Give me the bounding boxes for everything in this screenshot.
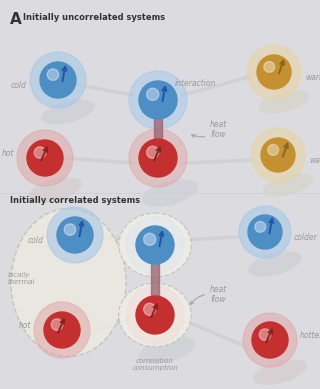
Circle shape <box>247 45 301 99</box>
Ellipse shape <box>28 177 82 203</box>
Circle shape <box>126 216 184 274</box>
Circle shape <box>136 226 174 264</box>
Circle shape <box>126 286 184 344</box>
Circle shape <box>34 147 46 158</box>
Text: warm: warm <box>305 72 320 82</box>
Text: cold: cold <box>28 235 44 245</box>
Text: hot: hot <box>2 149 14 158</box>
Circle shape <box>57 217 93 253</box>
Ellipse shape <box>263 173 313 197</box>
Circle shape <box>261 138 295 172</box>
Circle shape <box>129 71 187 129</box>
Text: Initially uncorrelated systems: Initially uncorrelated systems <box>23 13 165 22</box>
Text: warm: warm <box>309 156 320 165</box>
Circle shape <box>255 221 266 232</box>
Circle shape <box>248 215 282 249</box>
Circle shape <box>239 206 291 258</box>
Circle shape <box>51 319 63 330</box>
Circle shape <box>251 128 305 182</box>
Circle shape <box>17 130 73 186</box>
Circle shape <box>139 81 177 119</box>
Circle shape <box>144 233 156 245</box>
Text: Initially correlated systems: Initially correlated systems <box>10 196 140 205</box>
Circle shape <box>268 144 279 155</box>
Text: colder: colder <box>294 233 318 242</box>
Ellipse shape <box>142 179 198 207</box>
Circle shape <box>44 312 80 348</box>
Text: hot: hot <box>19 321 31 329</box>
Bar <box>154 109 162 158</box>
Bar <box>151 254 159 315</box>
Circle shape <box>147 146 159 158</box>
Circle shape <box>147 88 159 100</box>
Text: locally
thermal: locally thermal <box>8 272 36 284</box>
Circle shape <box>257 55 291 89</box>
Ellipse shape <box>248 251 302 277</box>
Circle shape <box>47 207 103 263</box>
Circle shape <box>30 52 86 108</box>
Circle shape <box>34 302 90 358</box>
Ellipse shape <box>11 209 126 356</box>
Ellipse shape <box>41 99 95 125</box>
Text: A: A <box>10 12 22 27</box>
Text: cold: cold <box>11 81 27 89</box>
Ellipse shape <box>253 359 307 385</box>
Text: hotter: hotter <box>300 331 320 340</box>
Circle shape <box>144 303 156 315</box>
Text: heat
flow: heat flow <box>192 120 227 139</box>
Circle shape <box>136 296 174 334</box>
Circle shape <box>129 129 187 187</box>
Circle shape <box>64 224 76 235</box>
Ellipse shape <box>119 283 191 347</box>
Text: heat
flow: heat flow <box>190 285 227 305</box>
Text: correlation
consumption: correlation consumption <box>132 358 178 371</box>
Ellipse shape <box>139 336 195 364</box>
Circle shape <box>264 61 275 72</box>
Ellipse shape <box>259 90 309 114</box>
Circle shape <box>259 329 271 340</box>
Circle shape <box>47 69 59 81</box>
Circle shape <box>252 322 288 358</box>
Circle shape <box>243 313 297 367</box>
Circle shape <box>40 62 76 98</box>
Ellipse shape <box>119 213 191 277</box>
Text: interaction: interaction <box>175 79 216 88</box>
Circle shape <box>27 140 63 176</box>
Circle shape <box>139 139 177 177</box>
